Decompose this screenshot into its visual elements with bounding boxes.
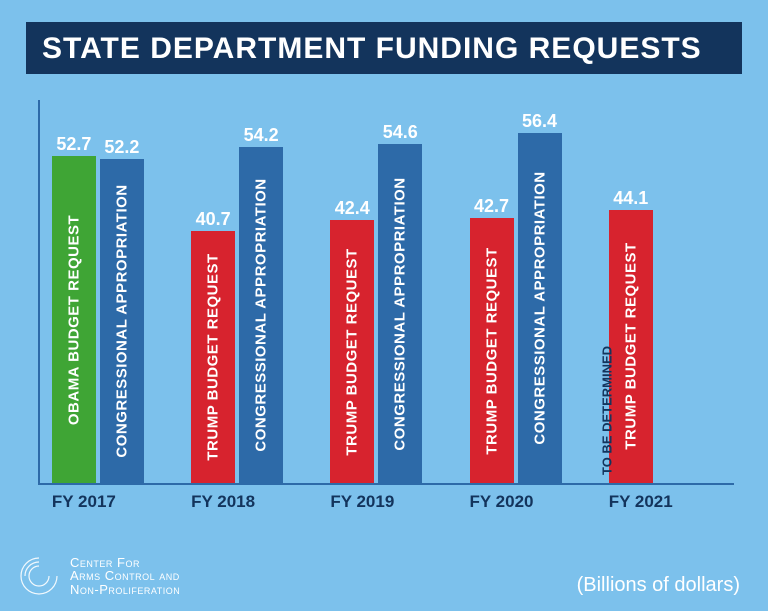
bar: 42.4TRUMP BUDGET REQUEST xyxy=(330,220,374,483)
bar-label: CONGRESSIONAL APPROPRIATION xyxy=(392,177,409,450)
category-label: FY 2019 xyxy=(330,492,394,512)
bar-label: CONGRESSIONAL APPROPRIATION xyxy=(253,178,270,451)
bar-group-fy2021: 44.1TRUMP BUDGET REQUESTTO BE DETERMINED xyxy=(609,210,701,483)
bar-placeholder: TO BE DETERMINED xyxy=(657,334,701,483)
chart-area: 52.7OBAMA BUDGET REQUEST52.2CONGRESSIONA… xyxy=(38,100,734,511)
x-axis xyxy=(38,483,734,485)
infographic-root: STATE DEPARTMENT FUNDING REQUESTS 52.7OB… xyxy=(0,0,768,611)
category-label: FY 2018 xyxy=(191,492,255,512)
category-label: FY 2020 xyxy=(470,492,534,512)
bar-label: TO BE DETERMINED xyxy=(599,346,614,475)
bar-label: CONGRESSIONAL APPROPRIATION xyxy=(113,185,130,458)
bar-group-fy2020: 42.7TRUMP BUDGET REQUEST56.4CONGRESSIONA… xyxy=(470,133,562,483)
bar-label: OBAMA BUDGET REQUEST xyxy=(65,214,82,424)
units-label: (Billions of dollars) xyxy=(577,574,740,597)
bar-value: 54.6 xyxy=(383,122,418,143)
org-logo-icon xyxy=(18,555,60,597)
bar-group-fy2017: 52.7OBAMA BUDGET REQUEST52.2CONGRESSIONA… xyxy=(52,156,144,483)
bar-value: 54.2 xyxy=(244,125,279,146)
bar-value: 44.1 xyxy=(613,188,648,209)
bar: 44.1TRUMP BUDGET REQUEST xyxy=(609,210,653,483)
bar: 52.7OBAMA BUDGET REQUEST xyxy=(52,156,96,483)
bar-value: 52.2 xyxy=(104,137,139,158)
bar-value: 42.7 xyxy=(474,196,509,217)
org-name: Center For Arms Control and Non-Prolifer… xyxy=(70,556,180,597)
bar-label: TRUMP BUDGET REQUEST xyxy=(205,253,222,460)
bar-group-fy2018: 40.7TRUMP BUDGET REQUEST54.2CONGRESSIONA… xyxy=(191,147,283,483)
bar-group-fy2019: 42.4TRUMP BUDGET REQUEST54.6CONGRESSIONA… xyxy=(330,144,422,483)
bar-label: TRUMP BUDGET REQUEST xyxy=(483,247,500,454)
bar-value: 52.7 xyxy=(56,134,91,155)
bar: 54.6CONGRESSIONAL APPROPRIATION xyxy=(378,144,422,483)
bar: 40.7TRUMP BUDGET REQUEST xyxy=(191,231,235,483)
page-title: STATE DEPARTMENT FUNDING REQUESTS xyxy=(42,32,726,66)
title-band: STATE DEPARTMENT FUNDING REQUESTS xyxy=(26,22,742,74)
bar-label: TRUMP BUDGET REQUEST xyxy=(344,248,361,455)
bar: 54.2CONGRESSIONAL APPROPRIATION xyxy=(239,147,283,483)
footer-attribution: Center For Arms Control and Non-Prolifer… xyxy=(18,555,180,597)
bar-value: 56.4 xyxy=(522,111,557,132)
bar: 52.2CONGRESSIONAL APPROPRIATION xyxy=(100,159,144,483)
bar-value: 40.7 xyxy=(196,209,231,230)
bar: 42.7TRUMP BUDGET REQUEST xyxy=(470,218,514,483)
bar-label: TRUMP BUDGET REQUEST xyxy=(622,243,639,450)
org-line-3: Non-Proliferation xyxy=(70,582,180,597)
bar-label: CONGRESSIONAL APPROPRIATION xyxy=(531,172,548,445)
bar: 56.4CONGRESSIONAL APPROPRIATION xyxy=(518,133,562,483)
bar-value: 42.4 xyxy=(335,198,370,219)
category-label: FY 2017 xyxy=(52,492,116,512)
category-label: FY 2021 xyxy=(609,492,673,512)
y-axis xyxy=(38,100,40,485)
